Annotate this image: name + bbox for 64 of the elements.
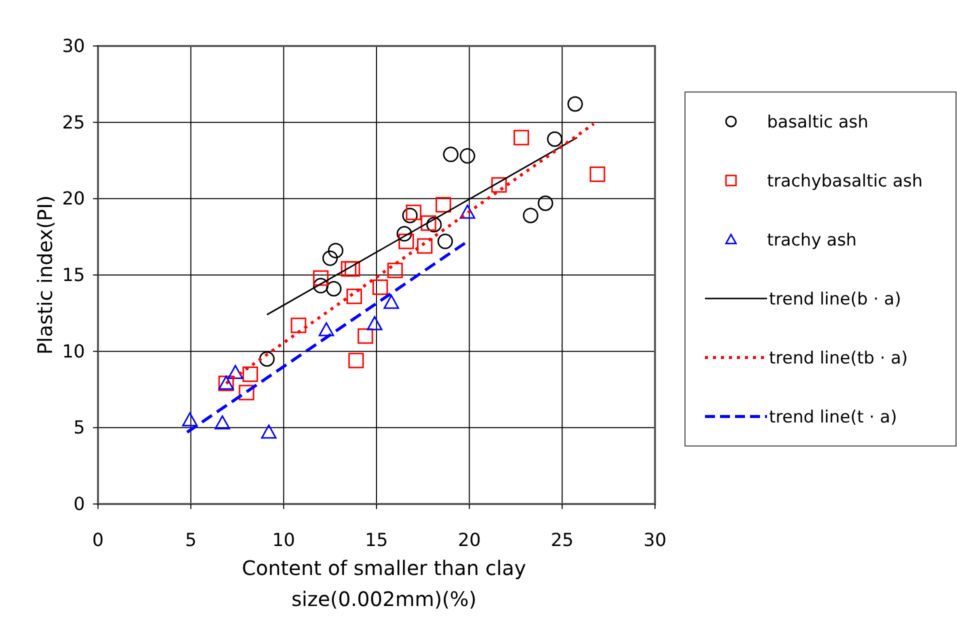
point	[384, 294, 400, 309]
legend-label: trend line(tb · a)	[769, 348, 908, 368]
point	[437, 234, 453, 250]
legend-label: trachy ash	[767, 230, 857, 250]
point	[491, 177, 507, 193]
y-tick-label: 25	[62, 112, 85, 134]
legend-label: trend line(b · a)	[769, 290, 902, 310]
legend-label: basaltic ash	[767, 112, 868, 132]
point	[402, 208, 418, 224]
point	[396, 226, 412, 242]
y-tick-label: 0	[74, 494, 85, 515]
y-tick-label: 15	[62, 265, 85, 286]
x-axis-title: Content of smaller than clay size(0.002mm)(%)	[242, 556, 526, 611]
point	[344, 261, 360, 277]
point	[426, 216, 442, 232]
point	[313, 270, 329, 286]
point	[313, 278, 329, 294]
point	[214, 415, 230, 430]
x-tick-label: 20	[458, 530, 481, 551]
point	[290, 318, 306, 334]
point	[420, 215, 436, 231]
point	[538, 195, 554, 211]
point	[443, 146, 459, 162]
x-tick-label: 25	[550, 530, 574, 551]
point	[387, 262, 403, 278]
point	[590, 166, 606, 182]
point	[182, 412, 198, 426]
point	[326, 280, 342, 296]
point	[322, 250, 338, 266]
point	[436, 197, 452, 213]
y-axis-title: Plastic index(PI)	[33, 195, 57, 355]
y-tick-label: 5	[74, 418, 85, 439]
legend-label: trachybasaltic ash	[767, 172, 923, 192]
point	[398, 234, 414, 250]
point	[228, 364, 244, 380]
y-tick-label: 20	[62, 188, 85, 210]
point	[417, 238, 433, 254]
point	[406, 204, 422, 220]
point	[567, 96, 583, 112]
x-tick-label: 15	[365, 530, 388, 551]
point	[261, 424, 277, 439]
legend-label: trend line(t · a)	[769, 408, 897, 428]
point	[460, 148, 476, 164]
point	[546, 131, 562, 147]
point	[366, 316, 382, 330]
point	[358, 328, 374, 344]
point	[259, 351, 275, 367]
x-tick-label: 0	[92, 530, 104, 551]
point	[514, 130, 530, 146]
point	[372, 279, 388, 295]
point	[328, 242, 344, 258]
x-tick-label: 30	[644, 530, 666, 551]
point	[522, 208, 538, 224]
point	[348, 352, 364, 368]
y-tick-label: 30	[62, 36, 85, 57]
point	[346, 288, 362, 304]
point	[318, 322, 334, 336]
point	[340, 261, 356, 277]
y-tick-label: 10	[62, 341, 85, 362]
point	[242, 366, 258, 382]
point	[460, 204, 476, 219]
x-tick-label: 5	[185, 530, 197, 551]
x-tick-label: 10	[272, 530, 296, 551]
point	[238, 384, 254, 400]
